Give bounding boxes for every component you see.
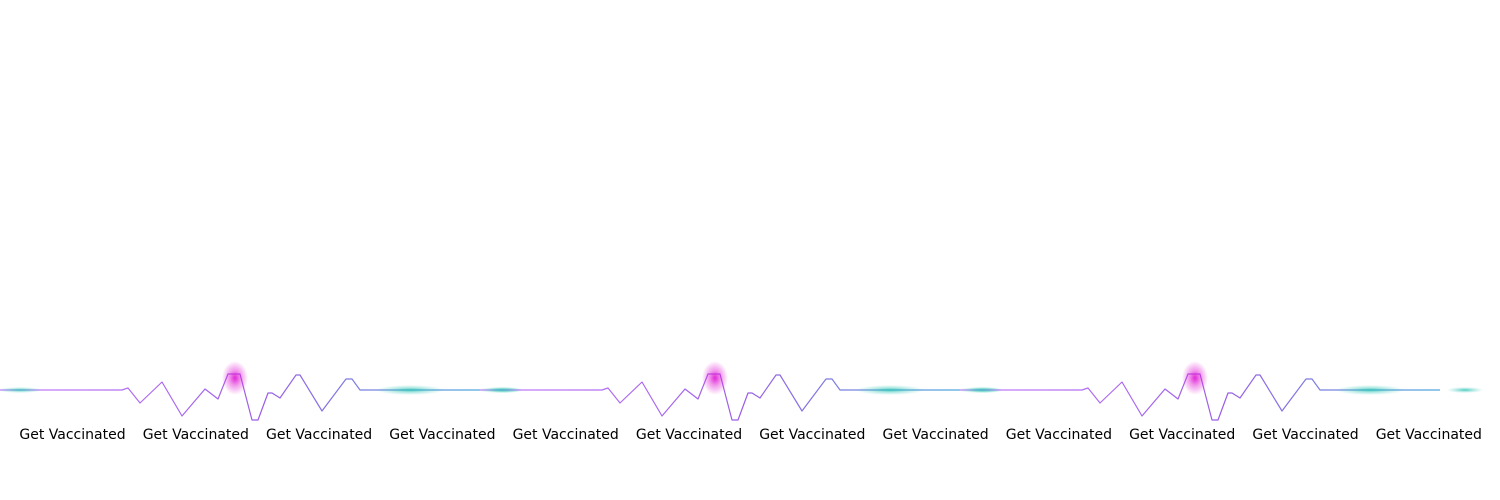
baseline-glow <box>376 385 444 395</box>
baseline-glow <box>1336 385 1404 395</box>
baseline-glow <box>856 385 924 395</box>
heartbeat-pulse-banner <box>0 355 1500 425</box>
baseline-glow <box>958 387 1002 393</box>
get-vaccinated-link[interactable]: Get Vaccinated <box>265 427 373 443</box>
get-vaccinated-link[interactable]: Get Vaccinated <box>635 427 743 443</box>
heartbeat-line-segment <box>960 373 1440 421</box>
heartbeat-line-graphic <box>0 361 1483 421</box>
get-vaccinated-link[interactable]: Get Vaccinated <box>512 427 619 443</box>
get-vaccinated-link[interactable]: Get Vaccinated <box>1129 427 1236 443</box>
heartbeat-line-segment <box>480 373 960 421</box>
baseline-glow <box>1447 387 1483 393</box>
get-vaccinated-link[interactable]: Get Vaccinated <box>1005 427 1112 443</box>
pulse-peak-glow <box>1182 361 1208 395</box>
baseline-glow <box>0 387 42 393</box>
get-vaccinated-link[interactable]: Get Vaccinated <box>1252 427 1359 443</box>
get-vaccinated-link[interactable]: Get Vaccinated <box>389 427 496 443</box>
cta-label-row: Get Vaccinated Get Vaccinated Get Vaccinat… <box>0 426 1500 446</box>
get-vaccinated-link[interactable]: Get Vaccinated <box>1375 427 1482 443</box>
get-vaccinated-link[interactable]: Get Vaccinated <box>142 427 249 443</box>
heartbeat-line-segment <box>0 373 480 421</box>
pulse-peak-glow <box>222 361 248 395</box>
baseline-glow <box>478 387 522 393</box>
get-vaccinated-link[interactable]: Get Vaccinated <box>19 427 126 443</box>
get-vaccinated-link[interactable]: Get Vaccinated <box>759 427 866 443</box>
pulse-peak-glow <box>702 361 728 395</box>
get-vaccinated-link[interactable]: Get Vaccinated <box>882 427 989 443</box>
